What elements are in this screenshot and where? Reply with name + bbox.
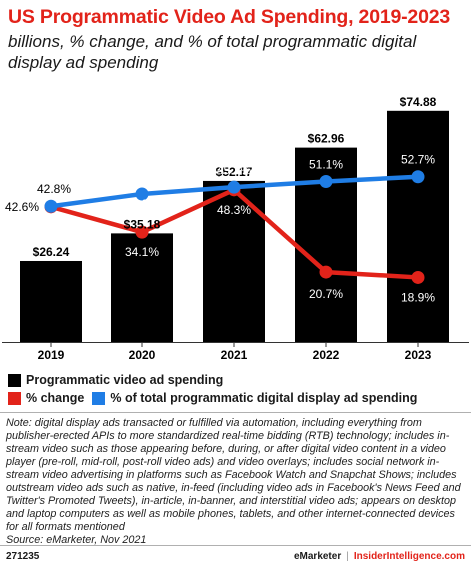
x-tick-label-2022: 2022 <box>313 348 340 362</box>
change-point-2022 <box>319 265 333 279</box>
legend-swatch-change <box>8 391 21 405</box>
brand-insider-intelligence: InsiderIntelligence.com <box>353 551 465 562</box>
change-point-2020 <box>135 225 149 239</box>
legend-label-share: % of total programmatic digital display … <box>110 391 418 405</box>
chart-plot: $26.24 $35.18 $52.17 $62.96 $74.88 42.6% 34.1%… <box>2 95 469 362</box>
legend-item-spending: Programmatic video ad spending <box>8 373 223 387</box>
share-label-2022: 51.1% <box>309 157 343 171</box>
legend-item-change: % change <box>8 391 84 405</box>
note-text: Note: digital display ads transacted or … <box>6 417 461 533</box>
footer: 271235 eMarketer | InsiderIntelligence.com <box>0 545 471 566</box>
note-section: Note: digital display ads transacted or … <box>0 412 471 547</box>
x-tick-label-2019: 2019 <box>38 348 65 362</box>
legend-swatch-share <box>92 391 106 405</box>
share-point-2020 <box>135 187 149 201</box>
bar-2019 <box>20 260 82 342</box>
source-text: Source: eMarketer, Nov 2021 <box>6 534 147 546</box>
legend-row-1: Programmatic video ad spending <box>8 373 231 387</box>
share-label-2021: 49.2% <box>217 163 251 177</box>
legend-label-change: % change <box>26 391 85 405</box>
legend-label-spending: Programmatic video ad spending <box>26 373 224 387</box>
change-label-2021: 48.3% <box>217 203 251 217</box>
legend-row-2: % change % of total programmatic digital… <box>8 391 425 405</box>
bar-2023 <box>387 110 449 342</box>
change-label-2023: 18.9% <box>401 290 435 304</box>
x-tick-label-2023: 2023 <box>405 348 432 362</box>
bar-2020 <box>111 233 173 342</box>
chart-subtitle: billions, % change, and % of total progr… <box>8 32 417 72</box>
bar-label-2021: $52.17 <box>216 165 253 179</box>
share-label-2023: 52.7% <box>401 153 435 167</box>
change-label-2019: 42.6% <box>5 200 39 214</box>
legend-item-share: % of total programmatic digital display … <box>92 391 417 405</box>
brand-separator: | <box>346 551 349 562</box>
share-point-2023 <box>411 170 425 184</box>
share-point-2019 <box>44 199 58 213</box>
x-tick-label-2021: 2021 <box>221 348 248 362</box>
brand: eMarketer | InsiderIntelligence.com <box>294 551 465 562</box>
share-label-2019: 42.8% <box>37 182 71 196</box>
chart-id: 271235 <box>6 551 40 562</box>
bar-label-2020: $35.18 <box>124 217 161 231</box>
share-point-2021 <box>227 180 241 194</box>
legend-swatch-spending <box>8 373 21 387</box>
change-label-2022: 20.7% <box>309 287 343 301</box>
bar-label-2019: $26.24 <box>33 245 70 259</box>
change-point-2023 <box>411 270 425 284</box>
chart-title: US Programmatic Video Ad Spending, 2019-… <box>8 6 451 28</box>
bar-label-2023: $74.88 <box>400 95 437 109</box>
change-label-2020: 34.1% <box>125 245 159 259</box>
share-point-2022 <box>319 174 333 188</box>
share-label-2020: 46.9% <box>125 197 159 211</box>
brand-emarketer: eMarketer <box>293 551 342 562</box>
x-tick-label-2020: 2020 <box>129 348 156 362</box>
bar-label-2022: $62.96 <box>308 132 345 146</box>
